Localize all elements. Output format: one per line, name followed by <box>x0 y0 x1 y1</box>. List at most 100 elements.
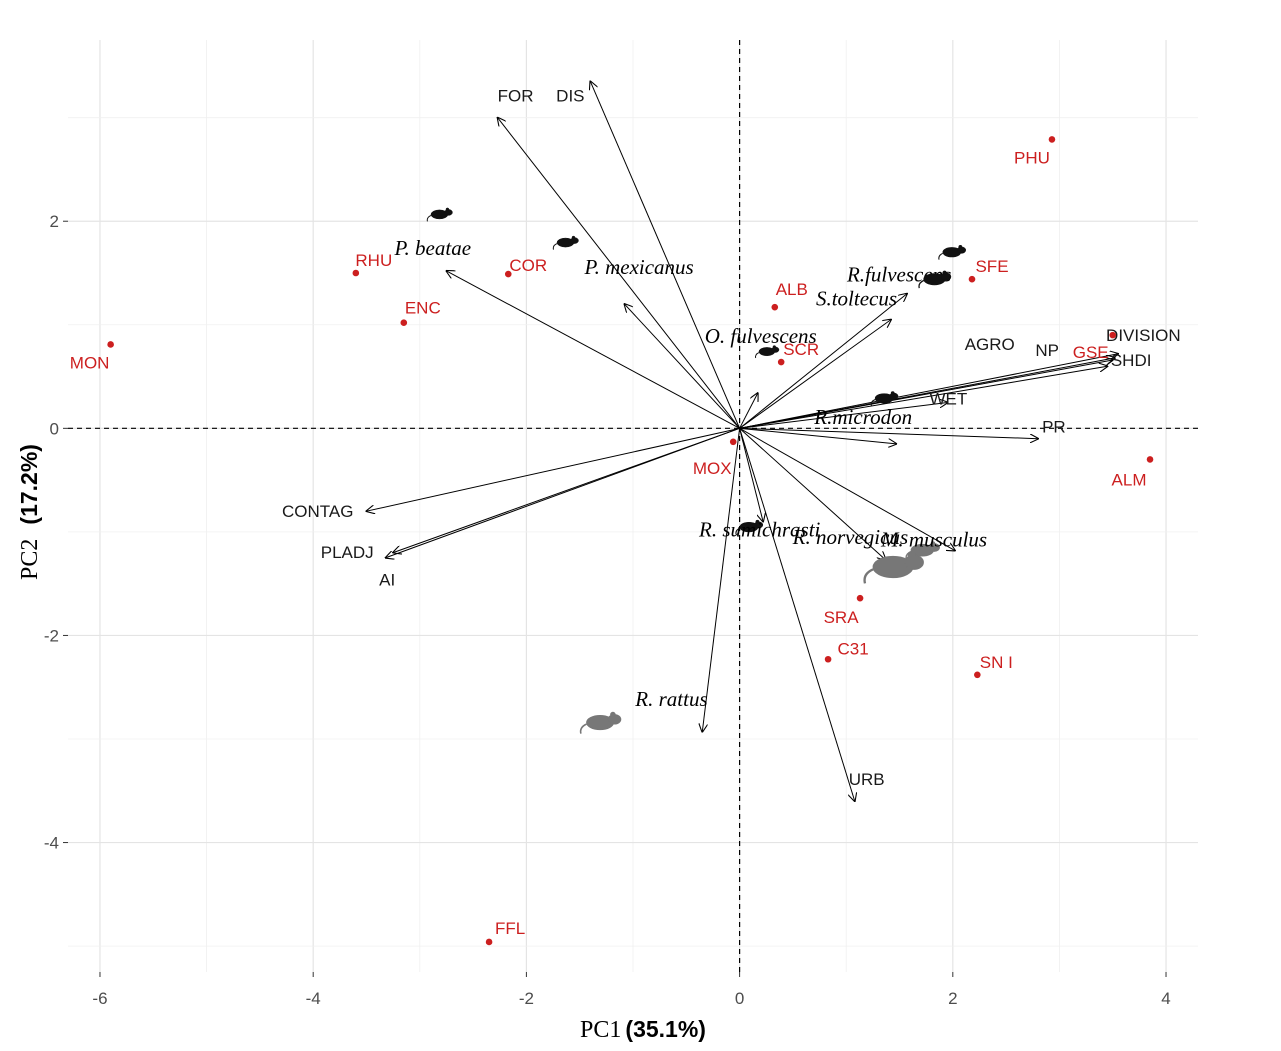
site-label: RHU <box>355 251 392 270</box>
site-label: COR <box>509 256 547 275</box>
species-vector: S.toltecus <box>739 270 952 429</box>
vector-arrow <box>739 366 1108 429</box>
variable-label: FOR <box>498 87 534 106</box>
site-dot <box>771 303 779 311</box>
rodent-icon <box>863 550 925 585</box>
y-tick-label: -4 <box>44 834 59 853</box>
site-points: PHU SFE RHU COR ENC ALB MON SCR GSE MOX ALM SRA C31 S… <box>70 136 1154 946</box>
site-point: C31 <box>824 639 869 663</box>
species-label: S.toltecus <box>816 287 897 311</box>
vector-arrow <box>739 428 855 801</box>
site-label: SRA <box>824 608 860 627</box>
variable-label: NP <box>1035 341 1059 360</box>
species-arrow <box>739 427 955 550</box>
site-point: MOX <box>693 438 737 478</box>
x-tick-label: -4 <box>306 989 321 1008</box>
species-vector: M. musculus <box>739 427 987 561</box>
y-axis-title: PC2 (17.2%) <box>16 444 43 580</box>
species-vector: R. norvegicus <box>739 427 925 585</box>
species-vector: R.microdon <box>739 390 912 443</box>
variable-label: PLADJ <box>321 543 374 562</box>
site-dot <box>485 938 493 946</box>
variable-vector-np: NP <box>739 341 1108 429</box>
variable-vector-division: DIVISION <box>739 326 1181 429</box>
variable-label: DIVISION <box>1106 326 1181 345</box>
site-point: SRA <box>824 594 864 627</box>
variable-vector-wet: WET <box>739 389 967 429</box>
site-dot <box>729 438 737 446</box>
variable-label: WET <box>929 389 967 408</box>
site-label: PHU <box>1014 148 1050 167</box>
site-label: FFL <box>495 919 525 938</box>
site-dot <box>504 270 512 278</box>
site-label: ALB <box>776 280 808 299</box>
site-dot <box>824 655 832 663</box>
x-axis-title-value: (35.1%) <box>625 1016 706 1042</box>
x-tick-label: -2 <box>519 989 534 1008</box>
species-vector: R. rattus <box>579 428 741 734</box>
y-tick-label: -2 <box>44 626 59 645</box>
axis-titles: PC1 (35.1%) PC2 (17.2%) <box>16 444 706 1043</box>
vector-arrow <box>393 427 740 552</box>
species-vector: P. beatae <box>393 207 740 429</box>
species-arrow <box>739 320 891 429</box>
vector-arrow <box>739 358 1115 429</box>
site-dot <box>1146 456 1154 463</box>
y-axis-title-value: (17.2%) <box>16 444 42 525</box>
vector-arrow <box>739 402 948 429</box>
species-vector: O. fulvescens <box>705 324 817 429</box>
species-vector: R. sumichrasti <box>698 428 821 542</box>
site-point: MON <box>70 341 114 372</box>
site-label: GSE <box>1073 343 1109 362</box>
site-point: ENC <box>400 299 441 327</box>
site-label: MON <box>70 353 110 372</box>
y-axis-title-prefix: PC2 <box>17 539 43 580</box>
site-point: ALM <box>1112 456 1154 489</box>
vector-arrow <box>739 354 1118 429</box>
site-point: GSE <box>1073 331 1117 362</box>
x-tick-label: -6 <box>92 989 107 1008</box>
site-dot <box>1048 136 1056 143</box>
site-label: ALM <box>1112 470 1147 489</box>
rodent-icon <box>552 235 580 251</box>
variable-label: SHDI <box>1111 351 1152 370</box>
variable-vector-pr: PR <box>739 418 1066 439</box>
rodent-icon <box>426 207 454 223</box>
site-dot <box>974 671 981 679</box>
species-label: O. fulvescens <box>705 324 817 348</box>
x-axis-title-prefix: PC1 <box>580 1017 621 1043</box>
variable-vector-ai: AI <box>379 427 740 590</box>
y-tick-label: 0 <box>50 419 59 438</box>
site-label: C31 <box>837 639 868 658</box>
x-tick-label: 0 <box>735 989 744 1008</box>
species-label: R. rattus <box>634 687 707 711</box>
site-point: SN I <box>974 653 1013 679</box>
species-arrow <box>702 428 741 731</box>
variable-vectors: FOR DIS DIVISION AGRO NP SHDI WET PR CONTAG PLADJ… <box>282 81 1181 801</box>
variable-label: CONTAG <box>282 502 353 521</box>
site-label: MOX <box>693 459 732 478</box>
species-arrow <box>739 294 907 429</box>
variable-vector-pladj: PLADJ <box>321 427 740 562</box>
species-label: P. beatae <box>393 236 471 260</box>
variable-vector-contag: CONTAG <box>282 427 740 521</box>
site-dot <box>1109 331 1117 339</box>
site-point: ALB <box>771 280 808 311</box>
x-axis-ticks: -6 -4 -2 0 2 4 <box>92 972 1171 1008</box>
vector-arrow <box>498 118 740 429</box>
site-point: RHU <box>352 251 392 277</box>
site-dot <box>856 594 864 602</box>
variable-label: AGRO <box>965 335 1015 354</box>
species-arrow <box>739 393 758 429</box>
species-vector: P. mexicanus <box>552 235 740 429</box>
site-label: SN I <box>980 653 1013 672</box>
variable-label: AI <box>379 571 395 590</box>
y-axis-ticks: -4 -2 0 2 <box>44 212 68 853</box>
grid <box>68 40 1198 972</box>
species-label: M. musculus <box>880 528 987 552</box>
variable-label: DIS <box>556 86 584 105</box>
rodent-icon <box>579 711 622 734</box>
site-point: FFL <box>485 919 525 946</box>
